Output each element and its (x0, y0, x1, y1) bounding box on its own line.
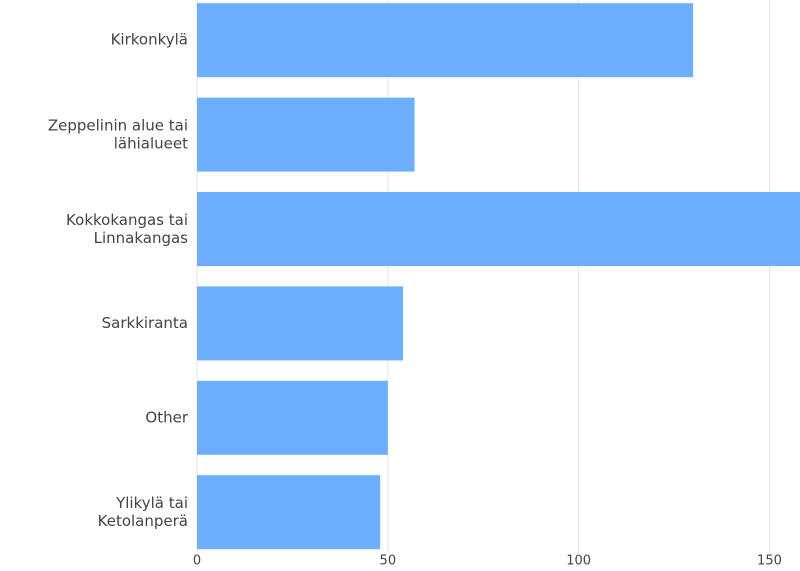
y-tick-label: Ylikylä tai Ketolanperä (98, 494, 188, 530)
bars (197, 3, 800, 550)
y-tick-label: Other (145, 408, 188, 426)
y-tick-label: Kokkokangas tai Linnakangas (66, 211, 188, 247)
y-tick-label: Kirkonkylä (111, 31, 188, 49)
x-tick-label: 150 (757, 554, 782, 569)
x-tick-label: 50 (380, 554, 397, 569)
x-tick-label: 0 (193, 554, 201, 569)
bar (197, 475, 381, 550)
grid (196, 0, 770, 552)
bar (197, 3, 694, 78)
bar (197, 286, 404, 361)
x-tick-label: 100 (566, 554, 591, 569)
y-tick-label: Sarkkiranta (102, 314, 188, 332)
bar (197, 192, 800, 266)
bar (197, 380, 388, 455)
bar (197, 97, 415, 172)
y-tick-label: Zeppelinin alue tai lähialueet (48, 116, 188, 152)
